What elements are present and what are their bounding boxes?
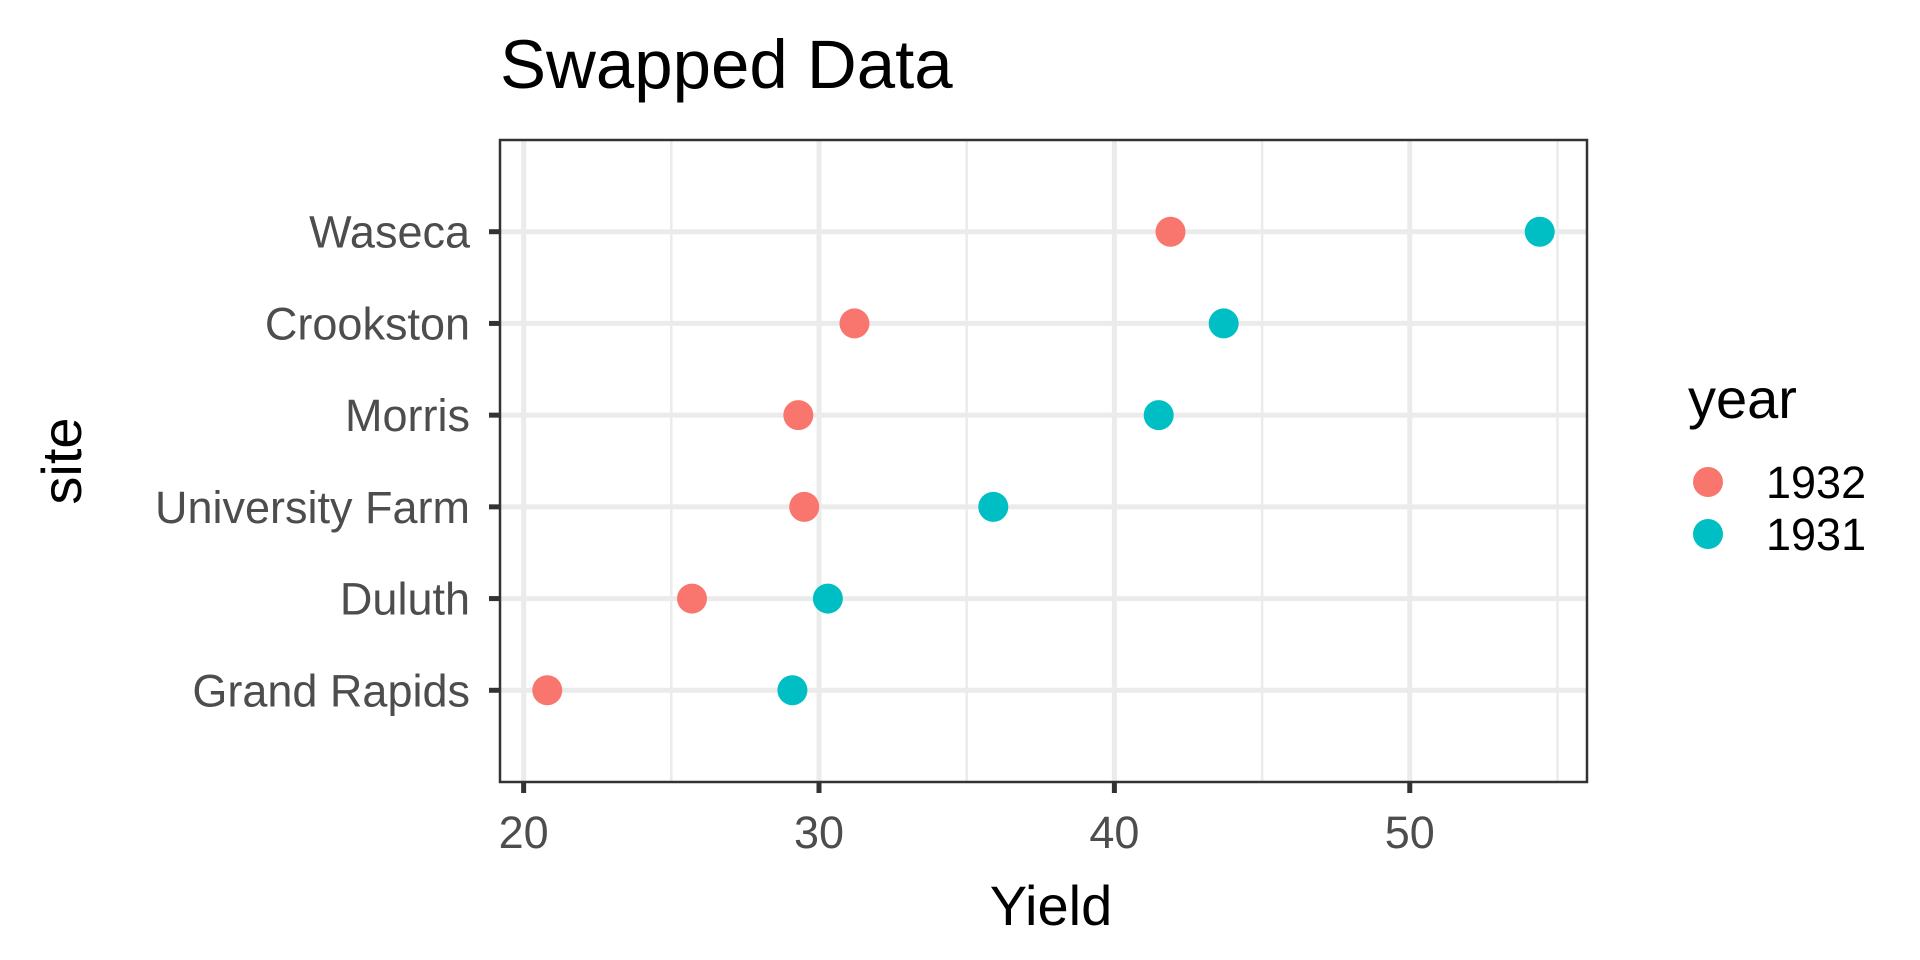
legend-title: year: [1688, 367, 1797, 430]
x-tick-label: 20: [499, 807, 549, 858]
data-point-1932: [839, 308, 870, 339]
data-point-1932: [1155, 216, 1186, 247]
y-tick-label: University Farm: [155, 482, 470, 533]
y-axis: Grand Rapids Duluth University Farm Morris C…: [155, 207, 500, 716]
y-tick-label: Grand Rapids: [192, 665, 470, 716]
data-point-1932: [532, 675, 563, 706]
grid-major-y: [500, 229, 1587, 693]
panel-border: [498, 138, 1589, 784]
x-tick-label: 30: [794, 807, 844, 858]
x-tick-label: 40: [1089, 807, 1139, 858]
panel-background: [500, 140, 1587, 782]
data-point-1931: [777, 675, 808, 706]
legend-key-1932: [1693, 467, 1723, 497]
data-point-1931: [978, 491, 1009, 522]
plot-panel: [498, 138, 1589, 784]
y-tick-label: Duluth: [340, 574, 470, 625]
data-point-1931: [812, 583, 843, 614]
legend-key-1931: [1693, 519, 1723, 549]
legend-label-1932: 1932: [1766, 457, 1866, 508]
y-tick-label: Crookston: [265, 298, 470, 349]
x-axis: 20 30 40 50: [499, 782, 1435, 858]
data-point-1931: [1208, 308, 1239, 339]
y-tick-label: Waseca: [309, 207, 471, 258]
y-tick-label: Morris: [345, 390, 470, 441]
data-point-1932: [783, 400, 814, 431]
legend-label-1931: 1931: [1766, 509, 1866, 560]
y-axis-title: site: [30, 417, 93, 504]
x-axis-title: Yield: [990, 874, 1112, 937]
data-points: [532, 216, 1555, 706]
data-point-1931: [1524, 216, 1555, 247]
grid-minor-x: [670, 140, 1559, 782]
grid-major-x: [521, 140, 1413, 782]
data-point-1932: [676, 583, 707, 614]
data-point-1931: [1143, 400, 1174, 431]
chart-title: Swapped Data: [500, 26, 953, 103]
data-point-1932: [789, 491, 820, 522]
x-tick-label: 50: [1385, 807, 1435, 858]
